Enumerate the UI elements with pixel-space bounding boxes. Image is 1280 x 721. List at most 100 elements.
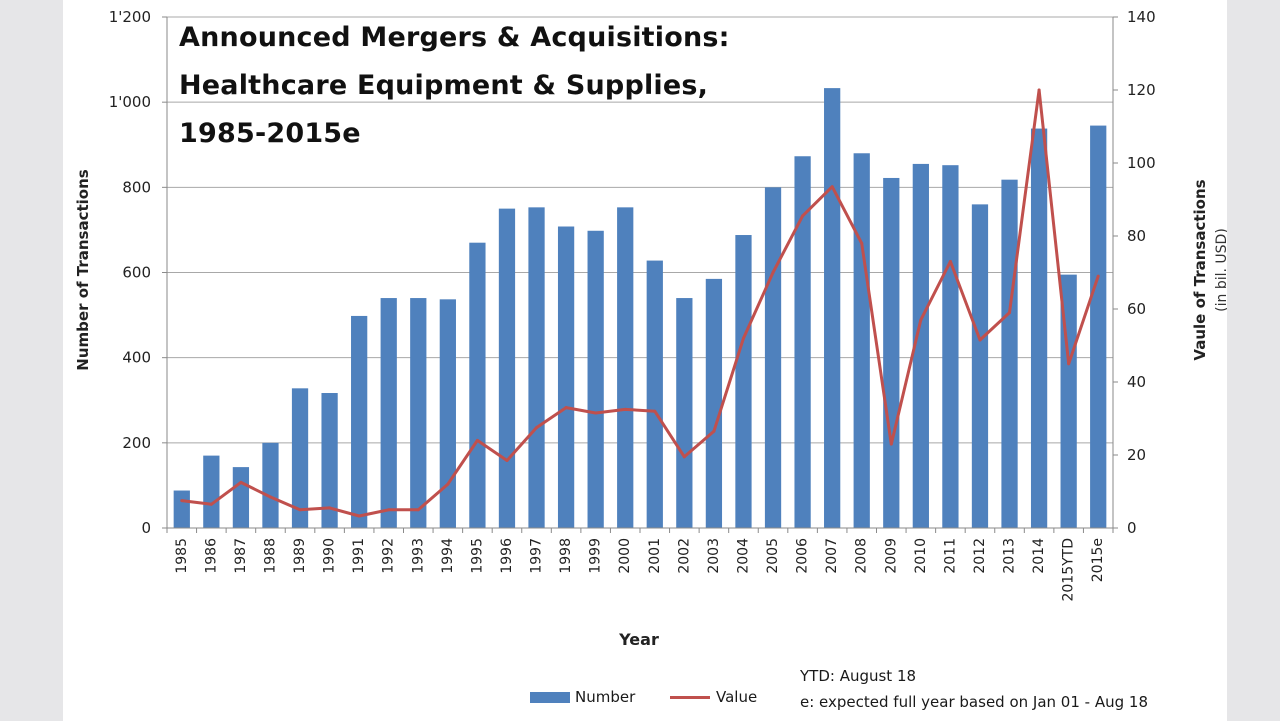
slide: 0 200 400 600 800 1'000 1'200 0 20 40 60 80 100 120 1…	[63, 0, 1227, 721]
bar-2003	[705, 278, 723, 528]
x-tick-label-1989: 1989	[292, 538, 308, 574]
x-tick-label-1999: 1999	[588, 538, 604, 574]
x-tick-label-2014: 2014	[1031, 538, 1047, 574]
x-tick-label-2010: 2010	[913, 538, 929, 574]
x-tick-label-2002: 2002	[676, 538, 692, 574]
right-tick-label-4: 80	[1127, 227, 1146, 245]
x-tick-label-1991: 1991	[351, 538, 367, 574]
bar-2011	[942, 165, 959, 528]
bar-1997	[528, 207, 545, 528]
x-tick-label-1998: 1998	[558, 538, 574, 574]
value-line	[181, 88, 1100, 518]
x-tick-label-1987: 1987	[233, 538, 249, 574]
left-tick-label-6: 1'200	[109, 8, 151, 26]
value-point-1987	[239, 480, 243, 484]
right-axis-title: Vaule of Transactions	[1191, 179, 1209, 360]
left-tick-label-1: 200	[122, 434, 151, 452]
left-tick-label-3: 600	[122, 264, 151, 282]
x-tick-label-1995: 1995	[469, 538, 485, 574]
right-tick-label-7: 140	[1127, 8, 1156, 26]
bar-1988	[262, 442, 279, 528]
value-point-2001	[653, 409, 657, 413]
left-tick-label-4: 800	[122, 178, 151, 196]
value-point-1996	[505, 458, 509, 462]
bar-2002	[676, 298, 693, 528]
note-ytd: YTD: August 18	[800, 667, 917, 685]
bar-1995	[469, 242, 486, 529]
value-point-2012	[978, 338, 982, 342]
left-axis-title: Number of Transactions	[74, 169, 92, 370]
value-point-1992	[387, 508, 391, 512]
bar-2014	[1030, 128, 1048, 528]
bar-1996	[498, 208, 516, 528]
x-tick-label-1990: 1990	[322, 538, 338, 574]
bar-2007	[824, 88, 841, 528]
bar-series-number	[173, 88, 1107, 529]
bar-1989	[291, 388, 309, 528]
bar-2009	[883, 177, 900, 528]
right-tick-label-0: 0	[1127, 519, 1137, 537]
x-tick-label-2009: 2009	[883, 538, 899, 574]
left-tick-label-5: 1'000	[109, 93, 151, 111]
legend-label-value: Value	[716, 688, 758, 706]
value-point-1995	[475, 438, 479, 442]
value-point-2011	[948, 260, 952, 264]
bar-1985	[173, 490, 190, 528]
x-tick-label-2003: 2003	[706, 538, 722, 574]
bar-2015e	[1090, 125, 1107, 529]
bar-1994	[439, 299, 456, 528]
bar-1986	[203, 455, 220, 528]
value-point-2005	[771, 271, 775, 274]
value-point-2014	[1037, 88, 1041, 92]
x-tick-label-2008: 2008	[854, 538, 870, 574]
bar-2004	[735, 235, 752, 528]
legend-label-number: Number	[575, 688, 636, 706]
value-point-1990	[328, 506, 332, 510]
value-point-1997	[535, 426, 539, 430]
x-tick-label-1992: 1992	[381, 538, 397, 574]
value-point-1993	[416, 508, 420, 512]
right-tick-label-1: 20	[1127, 446, 1146, 464]
x-tick-label-1997: 1997	[529, 538, 545, 574]
x-tick-label-2015e: 2015e	[1090, 538, 1106, 582]
value-point-2015YTD	[1067, 362, 1071, 366]
x-tick-label-1985: 1985	[174, 538, 190, 574]
chart-title-line-1: Announced Mergers & Acquisitions:	[179, 22, 730, 53]
bar-1991	[351, 315, 368, 528]
bar-1990	[321, 393, 338, 528]
x-tick-label-2000: 2000	[617, 538, 633, 574]
legend-swatch-value	[670, 696, 710, 699]
right-tick-label-3: 60	[1127, 300, 1146, 318]
bar-2005	[764, 187, 782, 529]
chart-title-line-2: Healthcare Equipment & Supplies,	[179, 70, 709, 101]
x-axis: 1985 1986 1987 1988 1989 1990 1991 1992 1993 1994…	[166, 527, 1114, 602]
x-tick-label-1996: 1996	[499, 538, 515, 574]
chart-title-line-3: 1985-2015e	[179, 118, 361, 149]
left-tick-label-2: 400	[122, 349, 151, 367]
bar-2013	[1001, 179, 1018, 528]
bar-2000	[617, 207, 634, 528]
combo-chart: 0 200 400 600 800 1'000 1'200 0 20 40 60 80 100 120 1…	[74, 8, 1227, 649]
bar-2010	[912, 163, 929, 528]
x-tick-label-2005: 2005	[765, 538, 781, 574]
value-point-1999	[594, 411, 598, 415]
value-point-2006	[801, 214, 805, 218]
value-point-1986	[209, 502, 213, 506]
x-tick-label-2015YTD: 2015YTD	[1061, 538, 1077, 602]
left-axis: 0 200 400 600 800 1'000 1'200	[109, 8, 168, 537]
bar-2006	[794, 156, 811, 528]
x-tick-label-2013: 2013	[1002, 538, 1018, 574]
bar-1987	[232, 467, 250, 528]
right-axis: 0 20 40 60 80 100 120 140	[1112, 8, 1156, 537]
bar-1992	[380, 298, 397, 528]
value-point-2003	[712, 429, 716, 433]
bar-1993	[410, 298, 427, 528]
x-tick-label-2001: 2001	[647, 538, 663, 574]
right-axis-subtitle: (in bil. USD)	[1214, 228, 1227, 312]
note-expected: e: expected full year based on Jan 01 - …	[800, 693, 1148, 711]
bar-2001	[646, 260, 663, 528]
line-series-value	[180, 88, 1100, 518]
right-tick-label-6: 120	[1127, 81, 1156, 99]
left-tick-label-0: 0	[141, 519, 151, 537]
value-point-2010	[919, 318, 923, 322]
